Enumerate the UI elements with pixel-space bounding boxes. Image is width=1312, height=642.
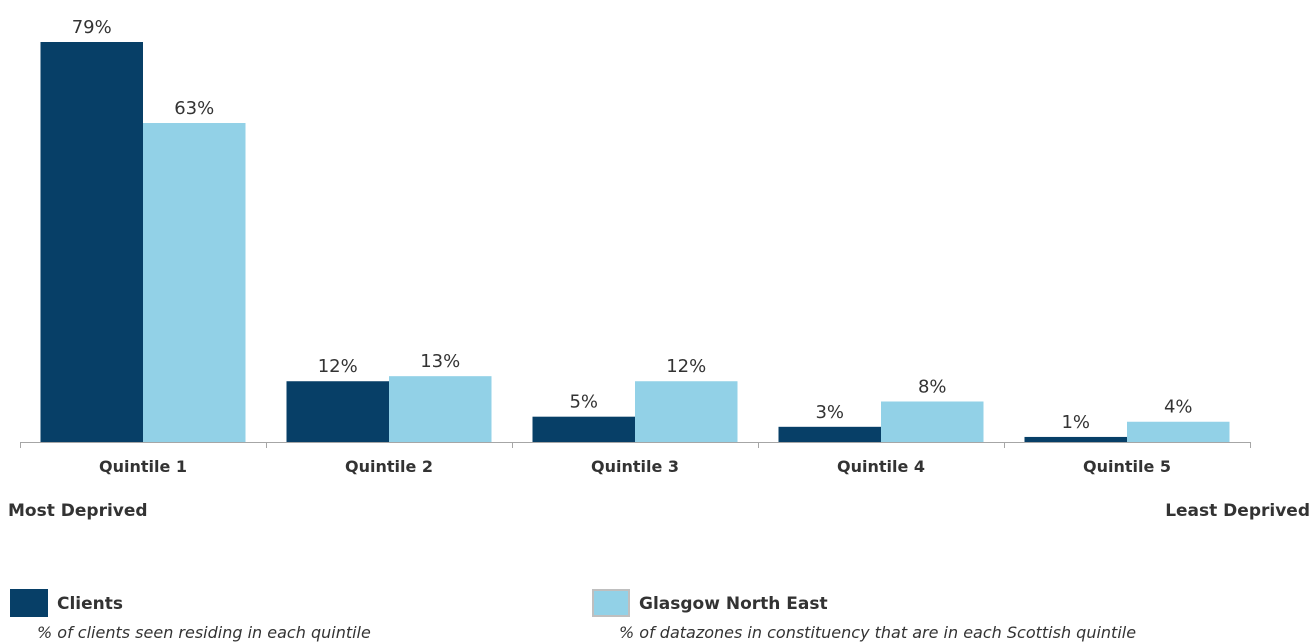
bar-clients-quintile-3 bbox=[532, 416, 635, 442]
bar-clients-quintile-4 bbox=[778, 426, 881, 442]
category-label-quintile-4: Quintile 4 bbox=[837, 457, 925, 476]
legend-swatch-glasgow-north-east bbox=[592, 589, 630, 617]
most-deprived-label: Most Deprived bbox=[8, 501, 148, 521]
legend-swatch-clients bbox=[10, 589, 48, 617]
value-label-glasgow-north-east-quintile-5: 4% bbox=[1164, 397, 1193, 418]
legend-description-glasgow-north-east: % of datazones in constituency that are … bbox=[619, 623, 1137, 642]
value-label-clients-quintile-1: 79% bbox=[72, 17, 112, 38]
bar-glasgow-north-east-quintile-2 bbox=[389, 376, 492, 442]
bar-clients-quintile-2 bbox=[286, 381, 389, 442]
value-label-glasgow-north-east-quintile-3: 12% bbox=[666, 356, 706, 377]
category-label-quintile-3: Quintile 3 bbox=[591, 457, 679, 476]
bar-glasgow-north-east-quintile-5 bbox=[1127, 421, 1230, 442]
bar-clients-quintile-5 bbox=[1024, 436, 1127, 442]
value-label-glasgow-north-east-quintile-1: 63% bbox=[174, 98, 214, 119]
value-label-clients-quintile-4: 3% bbox=[815, 402, 844, 423]
legend-description-clients: % of clients seen residing in each quint… bbox=[37, 623, 371, 642]
least-deprived-label: Least Deprived bbox=[1165, 501, 1310, 521]
bars-group bbox=[40, 42, 1230, 442]
bar-glasgow-north-east-quintile-3 bbox=[635, 381, 738, 442]
bar-clients-quintile-1 bbox=[40, 42, 143, 442]
category-label-quintile-1: Quintile 1 bbox=[99, 457, 187, 476]
x-axis-ticks bbox=[20, 442, 1251, 448]
value-labels-group: 79% 63% 12% 13% 5% 12% 3% 8% 1% 4% bbox=[72, 17, 1193, 433]
value-label-glasgow-north-east-quintile-4: 8% bbox=[918, 376, 947, 397]
category-label-quintile-5: Quintile 5 bbox=[1083, 457, 1171, 476]
legend-name-glasgow-north-east: Glasgow North East bbox=[639, 594, 828, 614]
category-labels-group: Quintile 1 Quintile 2 Quintile 3 Quintile 4… bbox=[99, 457, 1171, 476]
value-label-clients-quintile-2: 12% bbox=[318, 356, 358, 377]
legend-name-clients: Clients bbox=[57, 594, 124, 614]
value-label-clients-quintile-3: 5% bbox=[569, 392, 598, 413]
category-label-quintile-2: Quintile 2 bbox=[345, 457, 433, 476]
value-label-clients-quintile-5: 1% bbox=[1061, 412, 1090, 433]
bar-glasgow-north-east-quintile-4 bbox=[881, 401, 984, 442]
bar-glasgow-north-east-quintile-1 bbox=[143, 123, 246, 442]
value-label-glasgow-north-east-quintile-2: 13% bbox=[420, 351, 460, 372]
